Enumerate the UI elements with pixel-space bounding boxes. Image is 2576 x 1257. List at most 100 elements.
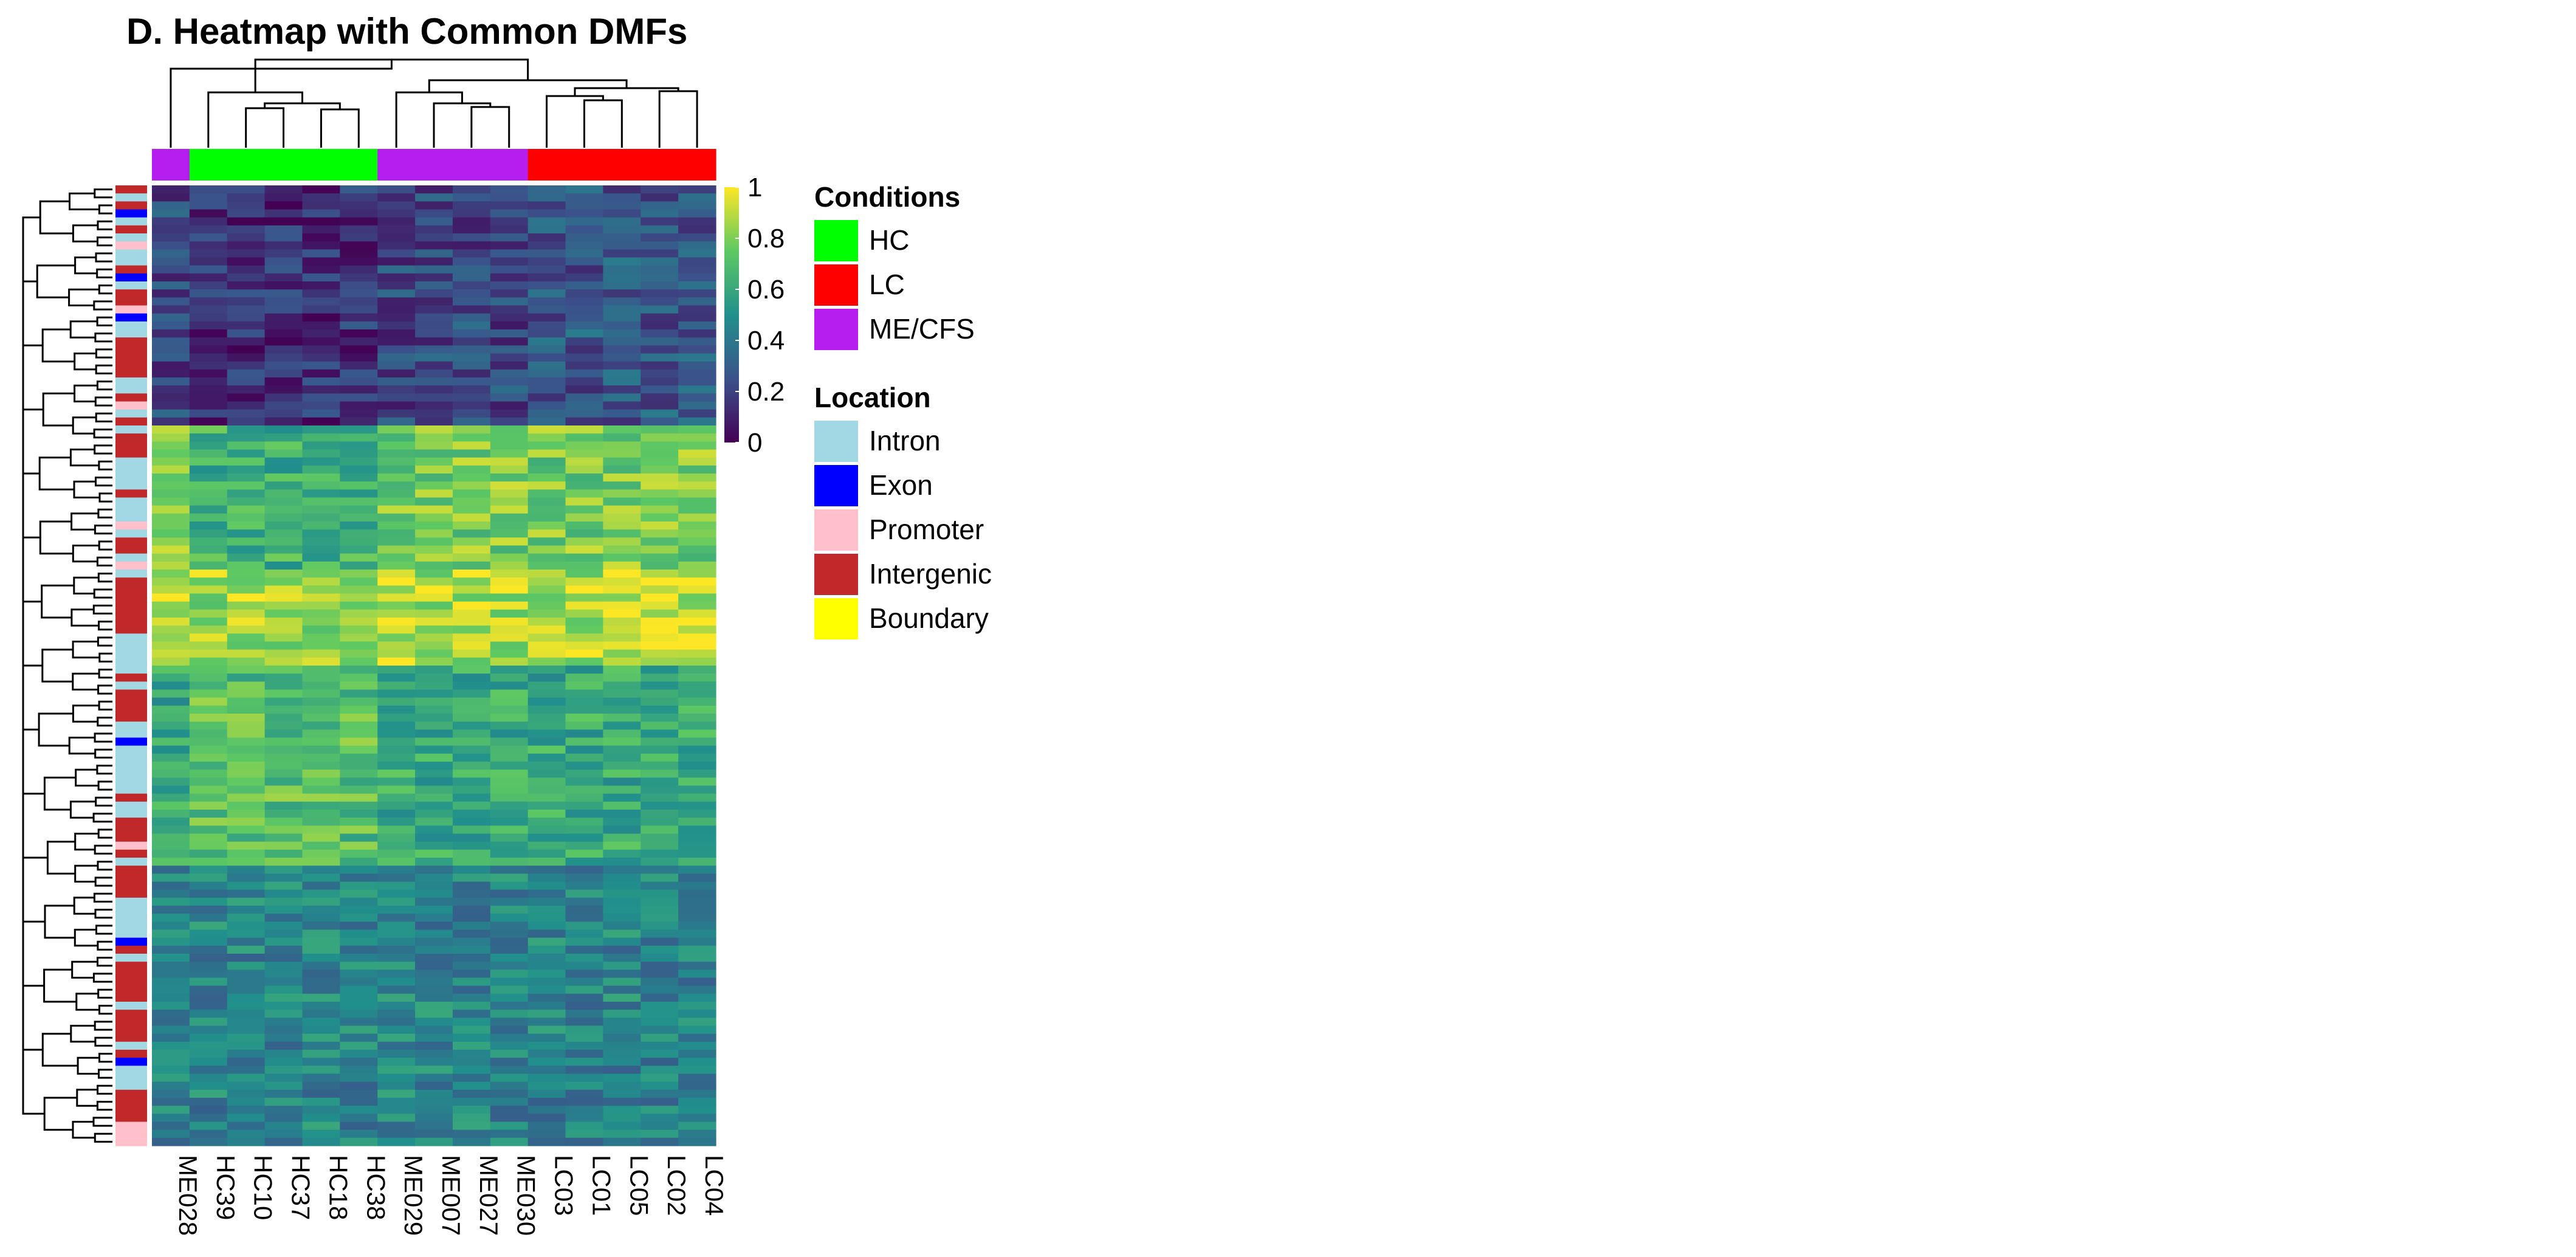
column-label: HC39 [211,1155,240,1220]
heatmap-cell [227,577,266,586]
heatmap-cell [340,265,378,274]
heatmap-cell [527,593,566,602]
heatmap-cell [527,833,566,842]
heatmap-cell [603,545,641,554]
heatmap-cell [565,417,603,426]
heatmap-cell [527,481,566,490]
heatmap-cell [641,914,679,922]
heatmap-cell [264,705,303,714]
heatmap-cell [527,841,566,850]
heatmap-cell [565,481,603,490]
heatmap-cell [152,745,190,754]
heatmap-cell [678,561,716,570]
heatmap-cell [340,737,378,746]
dendrogram-branch [94,748,112,759]
dendrogram-branch [94,1021,112,1031]
heatmap-cell [189,873,228,883]
heatmap-cell [377,297,416,306]
heatmap-cell [152,753,190,762]
heatmap-cell [565,457,603,466]
heatmap-cell [415,321,453,330]
heatmap-cell [603,1002,641,1010]
heatmap-cell [678,641,716,650]
heatmap-cell [264,193,303,202]
heatmap-cell [340,977,378,987]
heatmap-cell [227,657,266,666]
heatmap-cell [641,257,679,266]
heatmap-cell [452,457,491,466]
heatmap-cell [302,1081,340,1090]
dendrogram-branch [96,316,112,326]
heatmap-cell [189,281,228,290]
heatmap-cell [377,1066,416,1075]
heatmap-cell [227,785,266,794]
heatmap-cell [490,545,529,554]
heatmap-cell [302,762,340,770]
heatmap-cell [152,929,190,938]
heatmap-cell [264,681,303,690]
heatmap-cell [264,1121,303,1131]
heatmap-cell [641,729,679,739]
heatmap-cell [415,858,453,866]
heatmap-cell [603,553,641,562]
heatmap-cell [641,585,679,594]
heatmap-cell [490,641,529,650]
heatmap-cell [415,873,453,883]
heatmap-cell [189,522,228,530]
heatmap-cell [490,305,529,314]
location-cell [115,417,147,426]
heatmap-cell [189,561,228,570]
heatmap-cell [678,785,716,794]
heatmap-cell [340,625,378,634]
heatmap-cell [490,1033,529,1042]
heatmap-cell [415,753,453,762]
heatmap-cell [415,633,453,642]
dendrogram-branch [22,856,48,923]
heatmap-cell [264,785,303,794]
heatmap-cell [152,825,190,835]
heatmap-cell [415,369,453,378]
heatmap-cell [340,409,378,418]
heatmap-cell [527,385,566,394]
heatmap-cell [302,1089,340,1098]
heatmap-cell [678,969,716,979]
location-cell [115,265,147,274]
dendrogram-branch [97,636,112,647]
heatmap-cell [340,609,378,618]
heatmap-cell [302,625,340,634]
heatmap-cell [678,609,716,618]
heatmap-cell [678,529,716,538]
heatmap-cell [527,505,566,514]
heatmap-cell [490,849,529,858]
heatmap-cell [452,570,491,578]
dendrogram-branch [97,684,112,695]
heatmap-cell [189,449,228,458]
heatmap-cell [340,969,378,979]
heatmap-cell [565,369,603,378]
heatmap-cell [264,281,303,290]
heatmap-cell [189,897,228,906]
location-cell [115,553,147,562]
heatmap-cell [227,914,266,922]
heatmap-cell [189,233,228,242]
heatmap-cell [264,818,303,826]
heatmap-cell [152,297,190,306]
heatmap-cell [565,810,603,818]
heatmap-cell [302,921,340,931]
heatmap-cell [603,193,641,202]
heatmap-cell [415,705,453,714]
heatmap-cell [152,545,190,554]
heatmap-cell [264,417,303,426]
heatmap-cell [264,866,303,874]
heatmap-cell [678,553,716,562]
heatmap-cell [302,985,340,994]
heatmap-cell [452,522,491,530]
dendrogram-branch [583,99,623,148]
heatmap-cell [227,689,266,698]
location-cell [115,545,147,554]
heatmap-cell [527,793,566,802]
heatmap-cell [415,969,453,979]
heatmap-cell [152,553,190,562]
heatmap-cell [603,633,641,642]
heatmap-cell [227,193,266,202]
